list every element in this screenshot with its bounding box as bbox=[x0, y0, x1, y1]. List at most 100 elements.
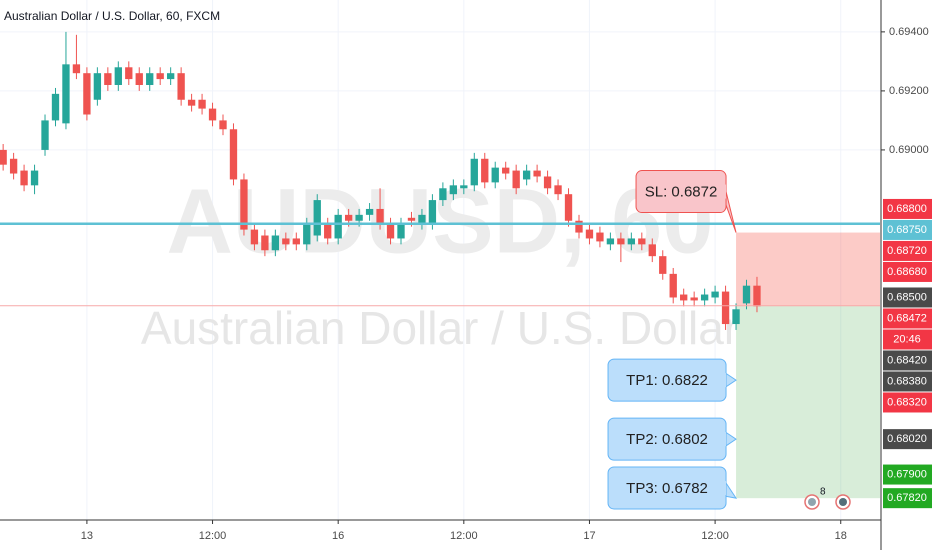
candle-body bbox=[0, 149, 7, 165]
candle-body bbox=[449, 185, 458, 195]
candle-body bbox=[418, 214, 426, 224]
y-tick-label: 0.69000 bbox=[889, 144, 929, 156]
x-tick-label: 12:00 bbox=[199, 530, 227, 542]
candle-body bbox=[344, 214, 353, 221]
candle-body bbox=[575, 220, 583, 233]
price-label-box bbox=[883, 371, 932, 392]
candle-body bbox=[114, 67, 122, 85]
countdown: 20:46 bbox=[893, 333, 921, 345]
candle-body bbox=[30, 170, 39, 186]
candle-body bbox=[166, 73, 175, 80]
candle-body bbox=[502, 167, 510, 174]
candle-body bbox=[250, 229, 259, 245]
event-flag bbox=[839, 498, 847, 506]
candle-body bbox=[313, 200, 321, 236]
candle-body bbox=[177, 73, 185, 100]
candle-body bbox=[93, 73, 102, 100]
price-label: 0.68420 bbox=[887, 354, 927, 366]
price-label: 0.68472 bbox=[887, 312, 927, 324]
candle-body bbox=[700, 294, 709, 301]
position-zones bbox=[736, 232, 880, 499]
candle-body bbox=[742, 285, 751, 304]
watermark-name: Australian Dollar / U.S. Dollar bbox=[141, 302, 739, 354]
price-label: 0.68020 bbox=[887, 433, 927, 445]
candle-body bbox=[146, 73, 154, 85]
candle-body bbox=[355, 214, 363, 221]
candle-body bbox=[554, 185, 562, 195]
x-tick-label: 17 bbox=[583, 530, 595, 542]
candle-body bbox=[20, 170, 28, 186]
candle-body bbox=[51, 93, 60, 121]
x-tick-label: 16 bbox=[332, 530, 344, 542]
event-badge: 8 bbox=[820, 487, 826, 498]
candle-body bbox=[606, 238, 615, 245]
price-label-box bbox=[883, 350, 932, 371]
candle-body bbox=[9, 158, 18, 174]
price-label: 0.67900 bbox=[887, 468, 927, 480]
candle-body bbox=[156, 73, 164, 80]
candle-body bbox=[407, 217, 416, 221]
x-tick-label: 12:00 bbox=[450, 530, 478, 542]
take-profit-zone bbox=[736, 305, 880, 499]
candle-body bbox=[365, 208, 374, 215]
event-flag bbox=[808, 498, 816, 506]
callout-cover bbox=[722, 432, 727, 447]
grid bbox=[0, 0, 880, 520]
price-label: 0.68750 bbox=[887, 224, 927, 236]
price-label-box bbox=[883, 429, 932, 450]
callout-cover bbox=[722, 184, 727, 199]
candle-body bbox=[219, 120, 227, 130]
candle-body bbox=[229, 129, 238, 180]
callout-cover bbox=[722, 481, 727, 495]
candle-body bbox=[512, 170, 520, 189]
candle-body bbox=[564, 194, 573, 221]
price-label-box bbox=[883, 261, 932, 282]
candle-body bbox=[596, 232, 604, 242]
candle-body bbox=[585, 229, 594, 239]
candle-body bbox=[753, 285, 761, 307]
x-tick-label: 12:00 bbox=[701, 530, 729, 542]
price-label-box bbox=[883, 198, 932, 219]
candle-body bbox=[690, 297, 698, 301]
candle-body bbox=[428, 200, 437, 224]
candle-body bbox=[659, 256, 667, 274]
price-label-box bbox=[883, 392, 932, 413]
callout-text: SL: 0.6872 bbox=[645, 184, 718, 201]
price-label: 0.68500 bbox=[887, 291, 927, 303]
callout-text: TP3: 0.6782 bbox=[626, 480, 708, 497]
price-label: 0.67820 bbox=[887, 492, 927, 504]
candle-body bbox=[669, 273, 677, 298]
y-tick-label: 0.69400 bbox=[889, 26, 929, 38]
candle-body bbox=[376, 208, 384, 224]
chart-title: Australian Dollar / U.S. Dollar, 60, FXC… bbox=[4, 9, 220, 23]
candle-body bbox=[638, 238, 646, 245]
candle-body bbox=[282, 238, 290, 245]
callout: TP2: 0.6802 bbox=[607, 417, 737, 461]
price-label-box bbox=[883, 240, 932, 261]
candle-body bbox=[680, 294, 688, 301]
candle-body bbox=[271, 235, 280, 251]
price-label-box bbox=[883, 219, 932, 240]
x-tick-label: 13 bbox=[81, 530, 93, 542]
candle-body bbox=[386, 223, 395, 239]
candle-body bbox=[470, 158, 478, 186]
x-tick-label: 18 bbox=[835, 530, 847, 542]
candle-body bbox=[41, 120, 49, 150]
candle-body bbox=[303, 223, 311, 245]
callout-text: TP2: 0.6802 bbox=[626, 431, 708, 448]
price-label: 0.68320 bbox=[887, 396, 927, 408]
countdown-box bbox=[883, 329, 932, 350]
callout-cover bbox=[722, 373, 727, 388]
price-label: 0.68680 bbox=[887, 266, 927, 278]
callout-text: TP1: 0.6822 bbox=[626, 372, 708, 389]
price-label-box bbox=[883, 464, 932, 485]
candle-body bbox=[62, 64, 70, 124]
price-label: 0.68800 bbox=[887, 203, 927, 215]
candle-body bbox=[460, 185, 468, 189]
candle-body bbox=[439, 188, 447, 201]
candle-body bbox=[397, 223, 405, 239]
price-label-box bbox=[883, 287, 932, 308]
candle-body bbox=[261, 235, 269, 251]
